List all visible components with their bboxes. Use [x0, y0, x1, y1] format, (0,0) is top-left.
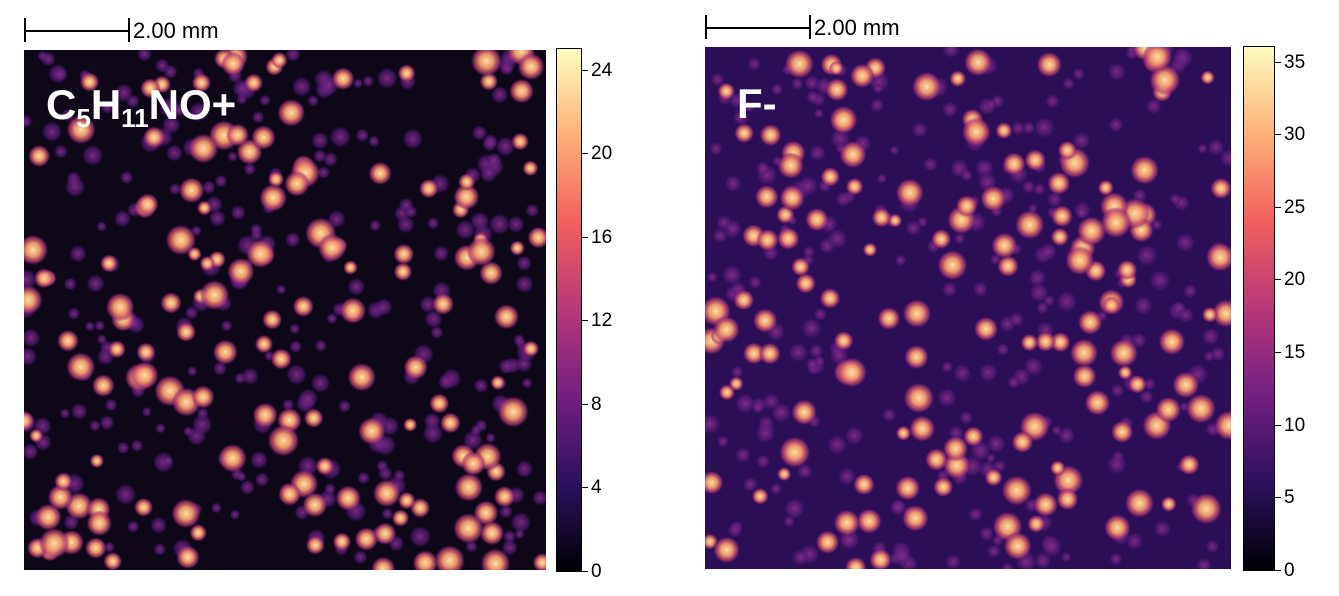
- colorbar-tick-label: 20: [591, 143, 613, 165]
- scalebar-right: 2.00 mm: [705, 15, 935, 45]
- colorbar-tick-label: 24: [591, 59, 613, 81]
- scalebar-left-line: [24, 30, 130, 32]
- ion-map-left: C5H11NO+: [24, 50, 546, 570]
- colorbar-left-gradient: [557, 49, 581, 571]
- colorbar-tick: [581, 320, 588, 322]
- colorbar-tick-label: 0: [1284, 560, 1295, 581]
- colorbar-tick: [1274, 424, 1281, 426]
- ion-label-part: F-: [737, 80, 777, 127]
- colorbar-tick-label: 12: [591, 310, 613, 332]
- ion-label-left: C5H11NO+: [46, 84, 236, 139]
- ion-label-part: 5: [76, 103, 91, 133]
- scalebar-right-tick-end: [809, 15, 811, 39]
- ion-label-right: F-: [737, 83, 777, 125]
- colorbar-tick: [1274, 279, 1281, 281]
- colorbar-tick-label: 35: [1284, 51, 1306, 73]
- scalebar-left-label: 2.00 mm: [133, 18, 219, 43]
- colorbar-right-gradient: [1244, 47, 1274, 570]
- colorbar-tick: [1274, 206, 1281, 208]
- colorbar-tick-label: 15: [1284, 342, 1306, 364]
- colorbar-tick-label: 0: [591, 561, 602, 582]
- colorbar-tick: [581, 236, 588, 238]
- scalebar-left: 2.00 mm: [24, 18, 254, 48]
- ion-map-right: F-: [705, 47, 1231, 569]
- scalebar-left-tick-end: [128, 18, 130, 42]
- ion-label-part: C: [46, 81, 77, 128]
- scalebar-right-line: [705, 27, 811, 29]
- colorbar-tick: [581, 487, 588, 489]
- colorbar-tick: [1274, 134, 1281, 136]
- ion-label-part: NO+: [148, 81, 237, 128]
- ion-map-left-image: [24, 50, 546, 570]
- colorbar-tick-label: 10: [1284, 414, 1306, 436]
- ion-label-part: 11: [121, 103, 149, 133]
- colorbar-tick-label: 16: [591, 226, 613, 248]
- colorbar-tick: [1274, 61, 1281, 63]
- ion-map-right-image: [705, 47, 1231, 569]
- colorbar-tick-label: 20: [1284, 269, 1306, 291]
- colorbar-tick: [1274, 497, 1281, 499]
- colorbar-tick-label: 4: [591, 477, 602, 499]
- colorbar-tick-label: 5: [1284, 487, 1295, 509]
- colorbar-tick: [1274, 352, 1281, 354]
- colorbar-tick-label: 30: [1284, 124, 1306, 146]
- colorbar-tick-label: 25: [1284, 196, 1306, 218]
- colorbar-tick: [581, 153, 588, 155]
- colorbar-tick-label: 8: [591, 393, 602, 415]
- colorbar-left: [556, 48, 582, 572]
- colorbar-tick: [581, 69, 588, 71]
- colorbar-tick: [581, 571, 588, 572]
- ion-label-part: H: [90, 81, 122, 128]
- scalebar-right-label: 2.00 mm: [814, 15, 900, 40]
- colorbar-tick: [581, 403, 588, 405]
- colorbar-tick: [1274, 570, 1281, 571]
- colorbar-right: [1243, 46, 1275, 571]
